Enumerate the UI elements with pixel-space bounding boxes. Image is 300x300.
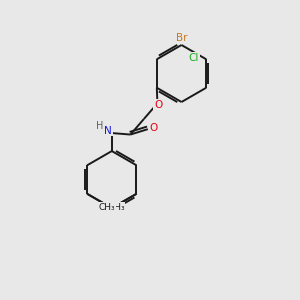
Text: H: H (95, 122, 103, 131)
Text: N: N (104, 126, 112, 136)
Text: Cl: Cl (188, 53, 199, 63)
Text: O: O (150, 123, 158, 133)
Text: CH₃: CH₃ (108, 203, 125, 212)
Text: O: O (154, 100, 162, 110)
Text: Br: Br (176, 33, 187, 43)
Text: CH₃: CH₃ (99, 203, 116, 212)
